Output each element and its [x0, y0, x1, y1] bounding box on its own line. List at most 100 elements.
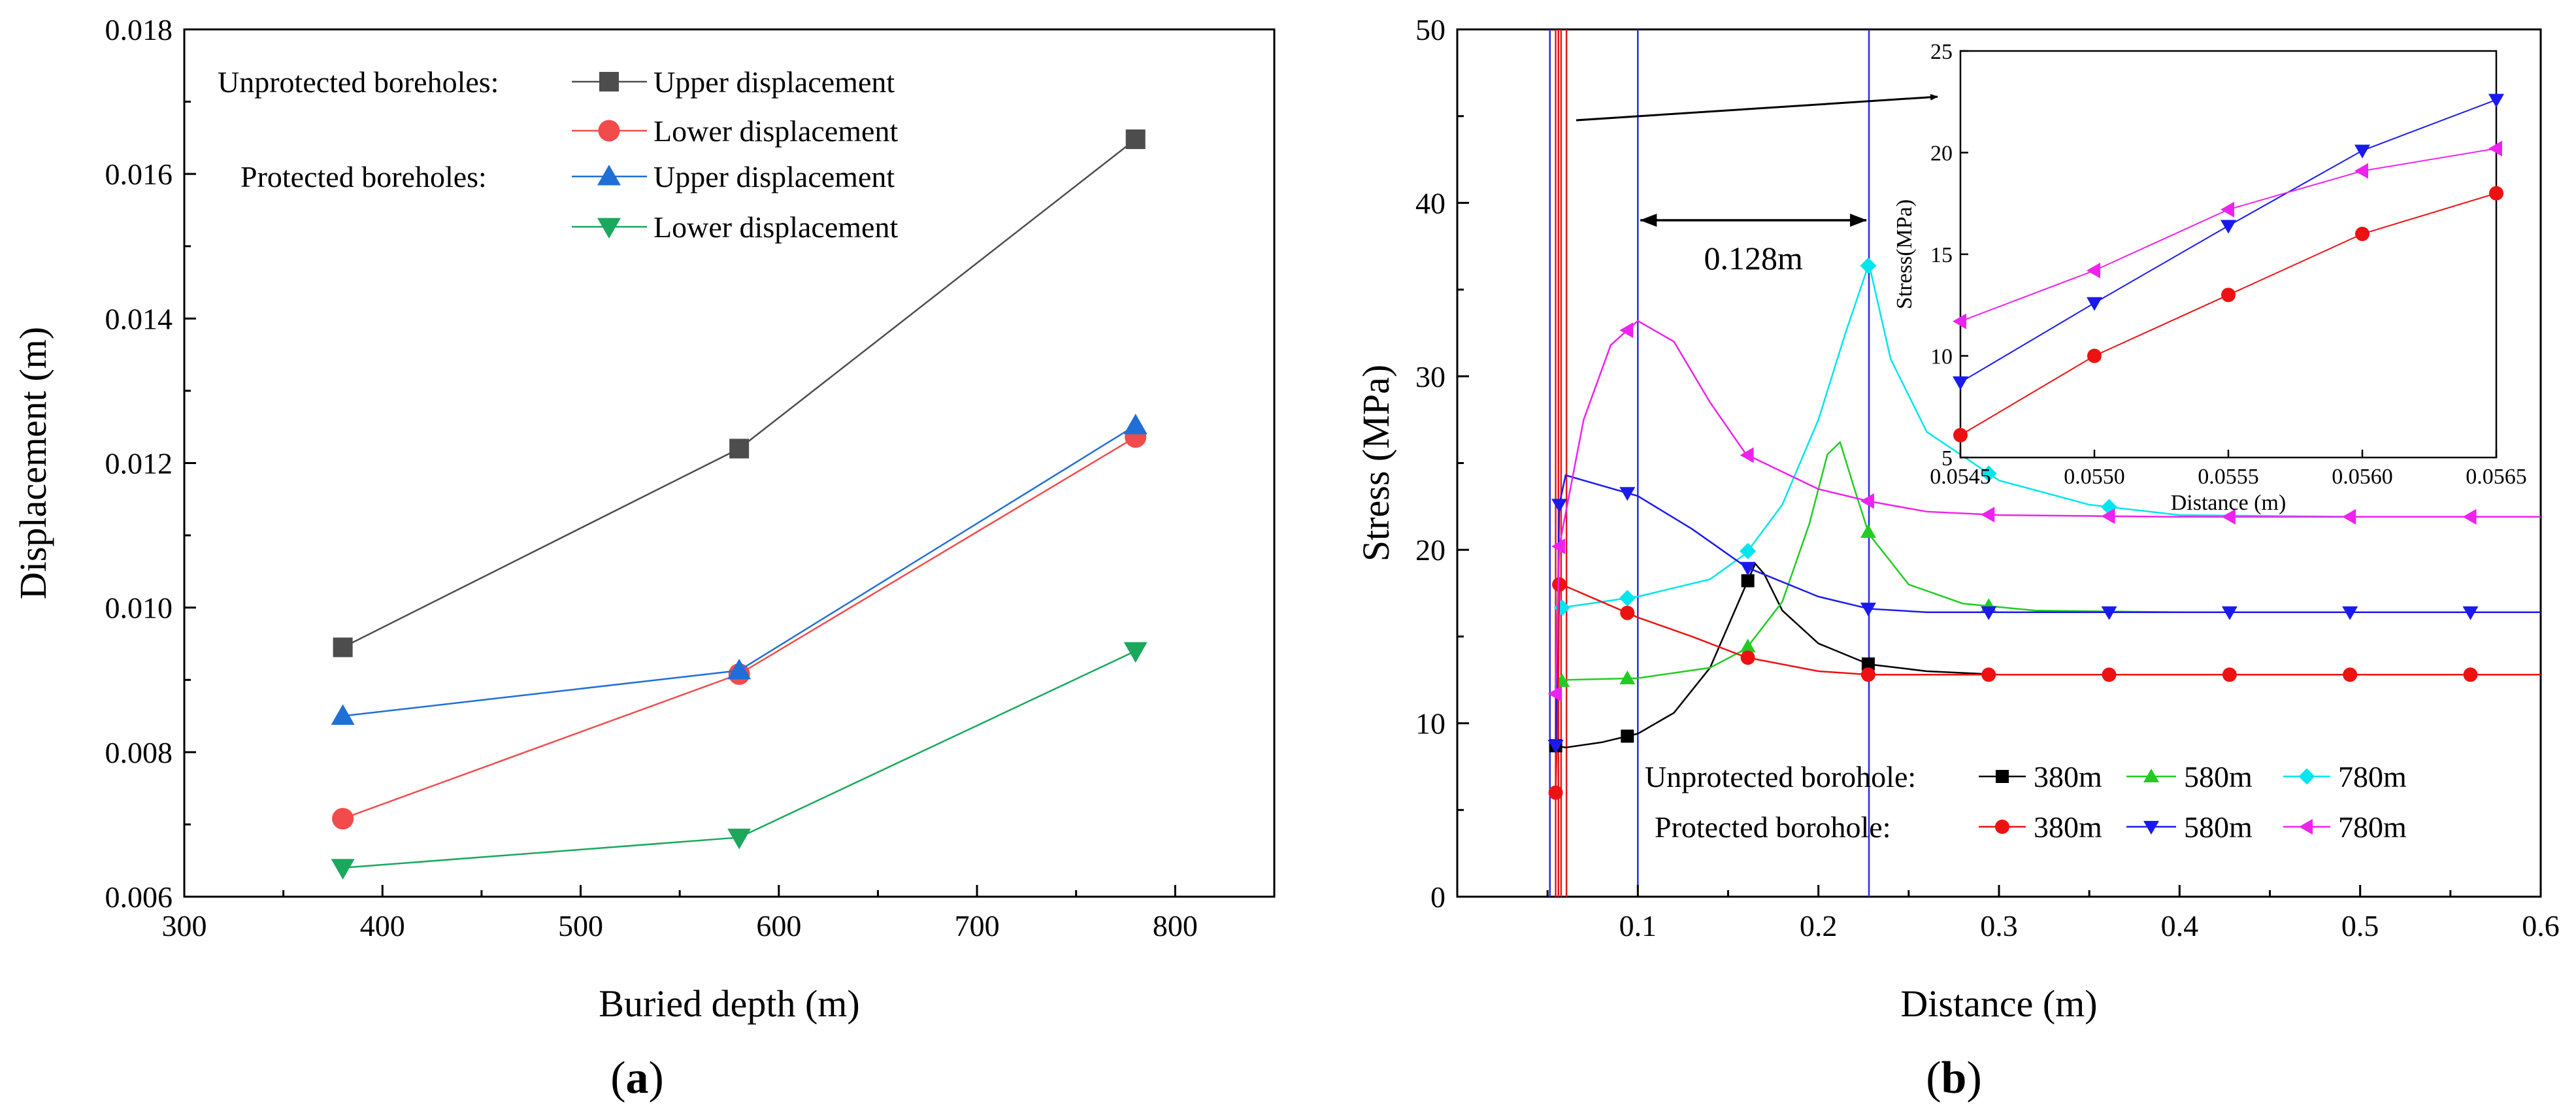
data-point: [1860, 258, 1877, 275]
data-point: [2222, 667, 2237, 682]
stress-chart: 0.1 0.2 0.3 0.4 0.5 0.6 0 10 20 30 40 50 Distance (m…: [1355, 13, 2560, 1025]
data-point: [2342, 508, 2356, 525]
legend-label: Lower displacement: [653, 210, 898, 244]
legend-marker: [598, 120, 620, 142]
data-point: [2221, 508, 2236, 525]
data-point: [1953, 427, 1968, 442]
x-axis-label: Distance (m): [1900, 982, 2097, 1025]
data-point: [1860, 493, 1874, 509]
data-point: [1860, 667, 1875, 682]
x-tick-label: 500: [558, 909, 603, 942]
series-2: [1553, 258, 2541, 616]
y-tick-label: 50: [1415, 13, 1445, 46]
data-point: [1740, 561, 1756, 576]
series-4: [1547, 474, 2541, 754]
y-tick-label: 0.016: [105, 158, 173, 191]
data-point: [2101, 508, 2115, 524]
x-tick-label: 0.5: [2341, 909, 2379, 942]
legend-group-label: Unprotected boreholes:: [218, 65, 499, 99]
y-axis-label: Stress(MPa): [1892, 199, 1917, 309]
legend-marker: [597, 165, 621, 186]
legend-marker: [2143, 769, 2159, 782]
x-tick-label: 800: [1153, 909, 1198, 942]
y-tick-label: 0.010: [105, 591, 173, 625]
data-point: [2087, 348, 2102, 363]
series-0: [1953, 186, 2503, 442]
y-tick-label: 10: [1930, 345, 1953, 369]
x-tick-label: 0.6: [2522, 909, 2560, 942]
y-axis-label: Displacement (m): [12, 327, 54, 599]
x-tick-label: 700: [955, 909, 1000, 942]
y-tick-label: 25: [1930, 40, 1953, 64]
x-tick-label: 0.0560: [2332, 465, 2393, 489]
series-3: [1548, 577, 2541, 800]
data-point: [727, 658, 751, 680]
legend-label: 580m: [2184, 760, 2253, 793]
data-point: [1551, 538, 1566, 554]
data-point: [729, 439, 750, 459]
x-tick-label: 0.1: [1619, 909, 1657, 942]
series-line: [1555, 474, 2541, 746]
series-line: [1555, 260, 2541, 610]
legend-label: Upper displacement: [653, 160, 895, 193]
legend-label: 580m: [2184, 810, 2253, 844]
series-2: [1953, 141, 2502, 329]
data-point: [1981, 667, 1996, 682]
data-point: [2342, 606, 2358, 620]
series-0: [333, 129, 1146, 657]
y-tick-label: 0.014: [105, 302, 173, 335]
legend-marker: [599, 72, 619, 92]
data-point: [2221, 606, 2237, 620]
stress-inset-chart: 0.0545 0.0550 0.0555 0.0560 0.0565 5 10 15 20 25 D…: [1892, 40, 2527, 515]
y-tick-label: 40: [1415, 186, 1445, 220]
y-tick-label: 10: [1415, 707, 1445, 741]
x-tick-label: 0.4: [2161, 909, 2199, 942]
data-point: [1861, 657, 1875, 671]
data-point: [2355, 226, 2370, 241]
y-tick-label: 30: [1415, 360, 1445, 393]
y-tick-label: 15: [1930, 243, 1953, 267]
legend-marker: [2299, 819, 2313, 835]
inset-frame: [1959, 50, 2498, 459]
x-axis-label: Distance (m): [2171, 491, 2287, 515]
data-point: [1620, 605, 1635, 620]
series-1: [332, 426, 1147, 830]
legend-label: 380m: [2034, 810, 2102, 844]
legend-label: Upper displacement: [653, 65, 895, 99]
series-2: [331, 413, 1148, 725]
data-point: [1125, 129, 1146, 150]
legend-marker: [2298, 768, 2315, 785]
series-line: [1555, 441, 2541, 684]
y-tick-label: 5: [1941, 446, 1953, 471]
data-point: [1619, 487, 1636, 501]
x-tick-label: 0.0555: [2198, 465, 2259, 489]
data-point: [1860, 524, 1876, 538]
data-point: [2343, 667, 2358, 682]
legend-marker: [1995, 820, 2009, 834]
legend-marker: [1996, 770, 2009, 783]
data-point: [2489, 186, 2503, 201]
y-tick-label: 0: [1430, 880, 1445, 914]
x-axis-label: Buried depth (m): [599, 982, 859, 1025]
data-point: [2463, 667, 2478, 682]
x-tick-label: 300: [162, 909, 207, 942]
x-tick-label: 0.0550: [2064, 465, 2125, 489]
data-point: [331, 859, 355, 880]
data-point: [2087, 262, 2100, 278]
dimension-label: 0.128m: [1704, 240, 1803, 276]
data-point: [2221, 220, 2236, 234]
data-point: [1619, 590, 1636, 607]
y-tick-label: 0.008: [105, 736, 173, 769]
data-point: [2102, 667, 2117, 682]
y-tick-label: 0.006: [105, 880, 173, 914]
x-tick-label: 400: [360, 909, 405, 942]
data-point: [2221, 201, 2234, 218]
zoom-arrow: [1576, 93, 1938, 122]
data-point: [331, 704, 355, 725]
data-point: [332, 808, 354, 830]
legend: Unprotected boreholes: Protected borehole…: [218, 65, 898, 244]
data-point: [1740, 639, 1756, 653]
y-axis-label: Stress (MPa): [1355, 365, 1397, 561]
data-point: [1860, 603, 1876, 617]
